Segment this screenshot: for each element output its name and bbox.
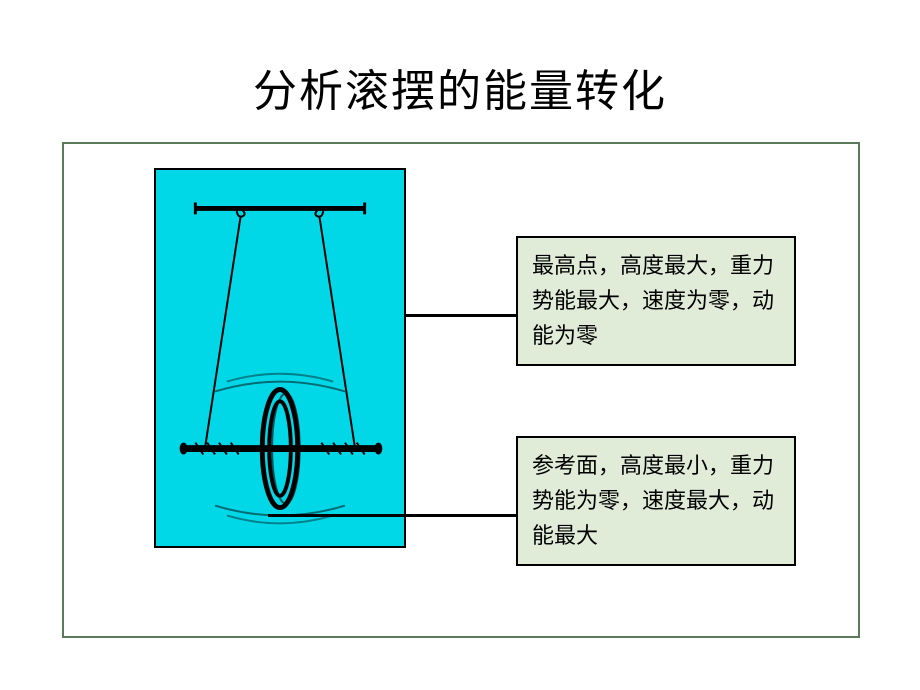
annotation-highest-point: 最高点，高度最大，重力势能最大，速度为零，动能为零	[516, 236, 796, 366]
pendulum-svg	[156, 170, 404, 546]
pendulum-diagram	[154, 168, 406, 548]
page-title: 分析滚摆的能量转化	[0, 0, 920, 119]
connector-line-top	[406, 314, 518, 317]
content-frame: 最高点，高度最大，重力势能最大，速度为零，动能为零 参考面，高度最小，重力势能为…	[62, 142, 860, 638]
connector-line-bottom	[268, 514, 518, 517]
annotation-reference-plane: 参考面，高度最小，重力势能为零，速度最大，动能最大	[516, 436, 796, 566]
string-right	[319, 216, 354, 446]
string-left	[205, 216, 240, 446]
